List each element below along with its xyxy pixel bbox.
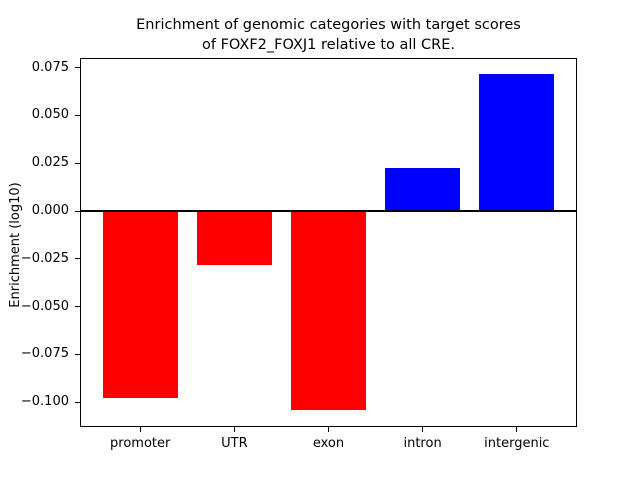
chart-title: Enrichment of genomic categories with ta… xyxy=(80,15,577,55)
x-tick-label-UTR: UTR xyxy=(221,436,248,451)
y-tick-label: −0.050 xyxy=(20,298,69,314)
x-tick-mark xyxy=(516,427,518,432)
y-tick-mark xyxy=(75,210,80,212)
bar-intergenic xyxy=(479,74,555,211)
bar-intron xyxy=(385,167,461,211)
y-tick-mark xyxy=(75,258,80,260)
zero-line xyxy=(80,210,577,212)
x-tick-mark xyxy=(328,427,329,432)
y-tick-label: −0.100 xyxy=(20,394,69,410)
y-tick-label: −0.075 xyxy=(20,346,69,362)
y-tick-label: 0.000 xyxy=(31,203,69,218)
y-tick-mark xyxy=(75,306,80,307)
y-tick-label: −0.025 xyxy=(20,250,69,266)
y-tick-label: 0.050 xyxy=(31,107,69,123)
y-tick-mark xyxy=(75,162,80,164)
y-tick-mark xyxy=(75,353,80,355)
x-tick-label-intergenic: intergenic xyxy=(484,436,550,451)
y-tick-mark xyxy=(75,114,80,116)
bar-UTR xyxy=(196,211,272,265)
y-axis-label: Enrichment (log10) xyxy=(8,182,23,308)
x-tick-label-promoter: promoter xyxy=(110,436,171,451)
x-tick-mark xyxy=(139,427,141,432)
x-tick-mark xyxy=(422,427,424,432)
chart-title-line-1: Enrichment of genomic categories with ta… xyxy=(136,17,521,33)
y-tick-label: 0.075 xyxy=(31,59,69,75)
y-tick-mark xyxy=(75,67,80,69)
y-tick-label: 0.025 xyxy=(31,155,69,171)
bar-promoter xyxy=(102,211,178,399)
y-tick-mark xyxy=(75,401,80,403)
x-tick-label-exon: exon xyxy=(312,436,345,451)
bar-exon xyxy=(290,211,367,410)
chart-title-line-2: of FOXF2_FOXJ1 relative to all CRE. xyxy=(201,37,456,53)
x-tick-label-intron: intron xyxy=(403,436,442,451)
x-tick-mark xyxy=(233,427,235,432)
